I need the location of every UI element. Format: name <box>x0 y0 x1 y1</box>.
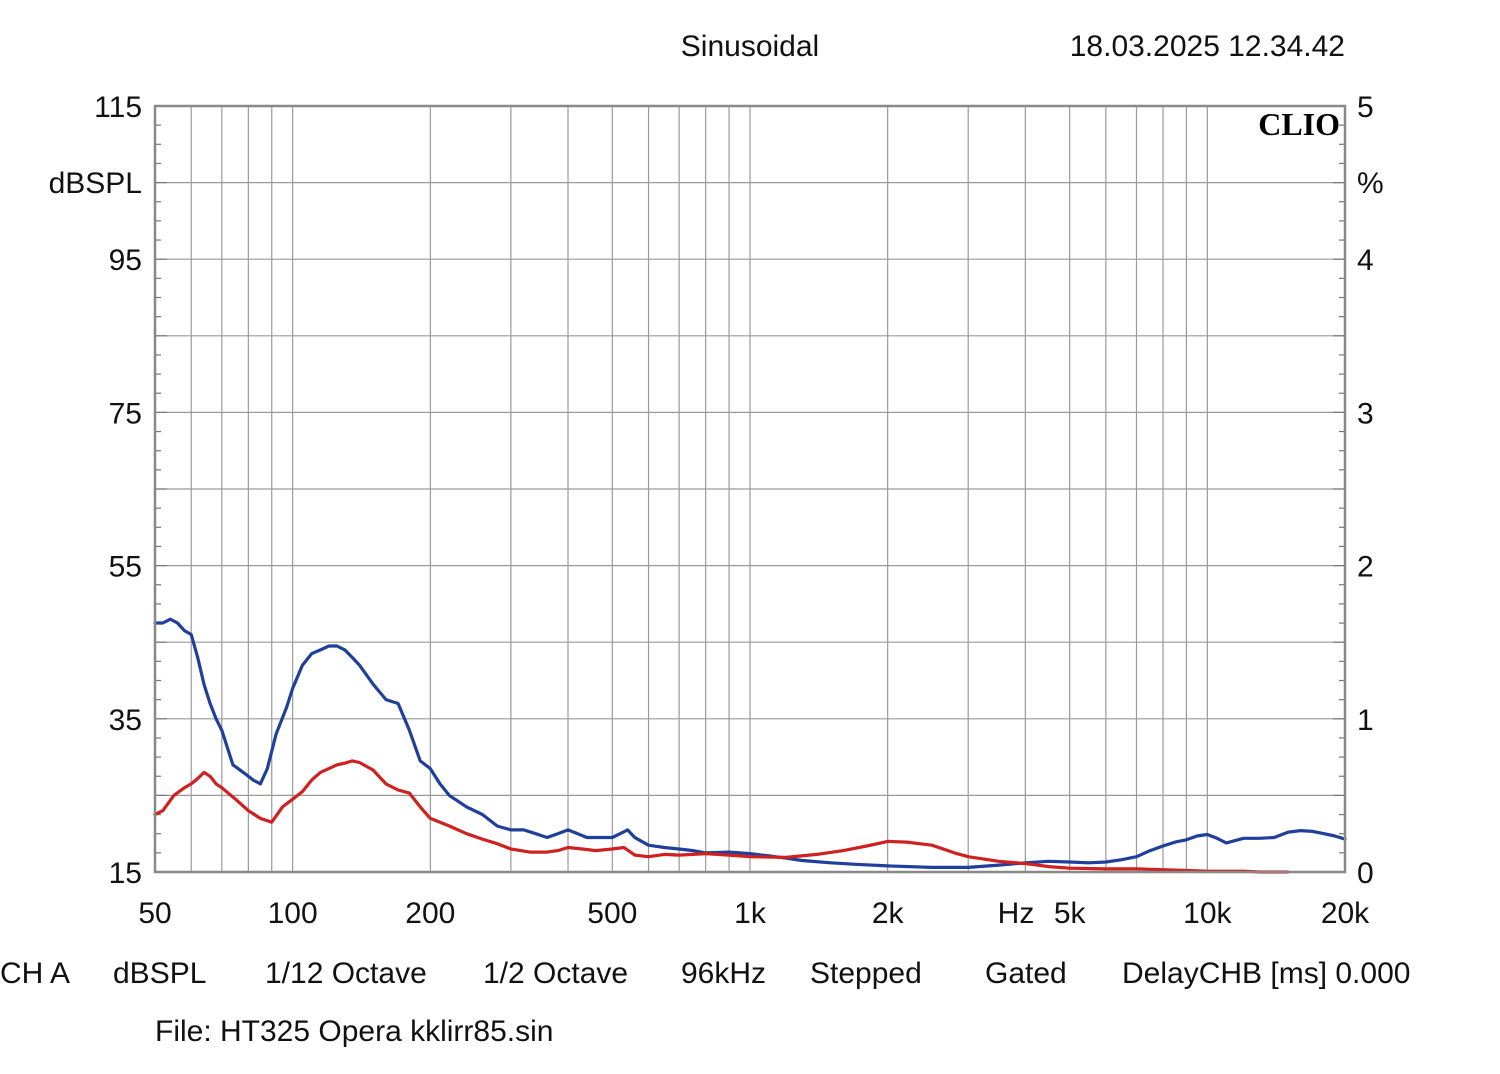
grid <box>155 106 1345 872</box>
setting-item: dBSPL <box>113 957 206 990</box>
x-tick-label: 20k <box>1321 897 1370 930</box>
setting-item: 1/12 Octave <box>265 957 427 990</box>
x-axis-labels: 50 100 200 500 1k 2k 5k 10k 20k <box>138 897 1370 930</box>
series-line-1 <box>153 617 1347 870</box>
x-tick-label: 200 <box>405 897 455 930</box>
x-tick-label: 5k <box>1054 897 1087 930</box>
y2-tick-label: 4 <box>1357 244 1374 277</box>
settings-row: CH A dBSPL 1/12 Octave 1/2 Octave 96kHz Stepp… <box>0 957 1410 990</box>
y2-tick-label: 5 <box>1357 91 1374 124</box>
brand-logo: CLIO <box>1258 106 1340 142</box>
timestamp: 18.03.2025 12.34.42 <box>1070 30 1345 63</box>
setting-item: 96kHz <box>681 957 766 990</box>
y-tick-label: 115 <box>94 91 142 124</box>
x-axis-unit: Hz <box>998 897 1035 930</box>
x-tick-label: 100 <box>268 897 318 930</box>
y-tick-label: 75 <box>109 397 142 430</box>
y2-axis-unit: % <box>1357 167 1384 200</box>
series-group <box>153 617 1347 874</box>
x-tick-label: 10k <box>1183 897 1232 930</box>
y2-tick-label: 3 <box>1357 397 1374 430</box>
setting-item: Gated <box>985 957 1067 990</box>
y-tick-label: 95 <box>109 244 142 277</box>
y2-axis-labels: 5 4 3 2 1 0 <box>1357 91 1374 890</box>
setting-item: CH A <box>0 957 70 990</box>
setting-item: DelayCHB [ms] 0.000 <box>1122 957 1410 990</box>
setting-item: Stepped <box>810 957 922 990</box>
x-tick-label: 2k <box>872 897 905 930</box>
plot-frame <box>153 104 1347 874</box>
x-tick-label: 50 <box>138 897 171 930</box>
series-line-2 <box>153 759 1290 874</box>
y-axis-labels: 115 95 75 55 35 15 <box>94 91 142 890</box>
x-tick-label: 1k <box>734 897 767 930</box>
y-tick-label: 15 <box>109 857 142 890</box>
y2-tick-label: 2 <box>1357 551 1374 584</box>
x-tick-label: 500 <box>587 897 637 930</box>
chart-title: Sinusoidal <box>681 30 819 63</box>
file-name: File: HT325 Opera kklirr85.sin <box>155 1015 553 1048</box>
y2-tick-label: 0 <box>1357 857 1374 890</box>
setting-item: 1/2 Octave <box>483 957 628 990</box>
y2-tick-label: 1 <box>1357 704 1374 737</box>
y-tick-label: 55 <box>109 551 142 584</box>
y-tick-label: 35 <box>109 704 142 737</box>
y-axis-unit: dBSPL <box>49 167 142 200</box>
